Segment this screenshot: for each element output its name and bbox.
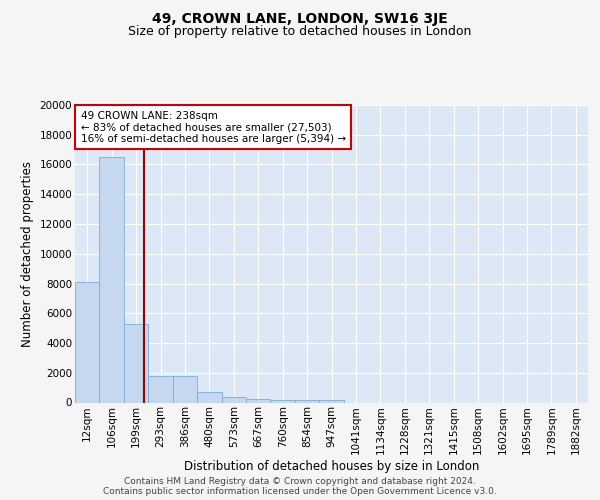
Bar [319, 400, 344, 402]
Y-axis label: Number of detached properties: Number of detached properties [21, 161, 34, 347]
Bar [271, 400, 295, 402]
Text: 49, CROWN LANE, LONDON, SW16 3JE: 49, CROWN LANE, LONDON, SW16 3JE [152, 12, 448, 26]
Bar [295, 400, 319, 402]
Bar [197, 392, 221, 402]
Bar [100, 157, 124, 402]
Text: Size of property relative to detached houses in London: Size of property relative to detached ho… [128, 25, 472, 38]
Bar [148, 376, 173, 402]
Bar [246, 399, 271, 402]
X-axis label: Distribution of detached houses by size in London: Distribution of detached houses by size … [184, 460, 479, 472]
Bar [173, 376, 197, 402]
Bar [221, 398, 246, 402]
Bar [75, 282, 100, 403]
Bar [124, 324, 148, 402]
Text: Contains HM Land Registry data © Crown copyright and database right 2024.
Contai: Contains HM Land Registry data © Crown c… [103, 476, 497, 496]
Text: 49 CROWN LANE: 238sqm
← 83% of detached houses are smaller (27,503)
16% of semi-: 49 CROWN LANE: 238sqm ← 83% of detached … [80, 110, 346, 144]
